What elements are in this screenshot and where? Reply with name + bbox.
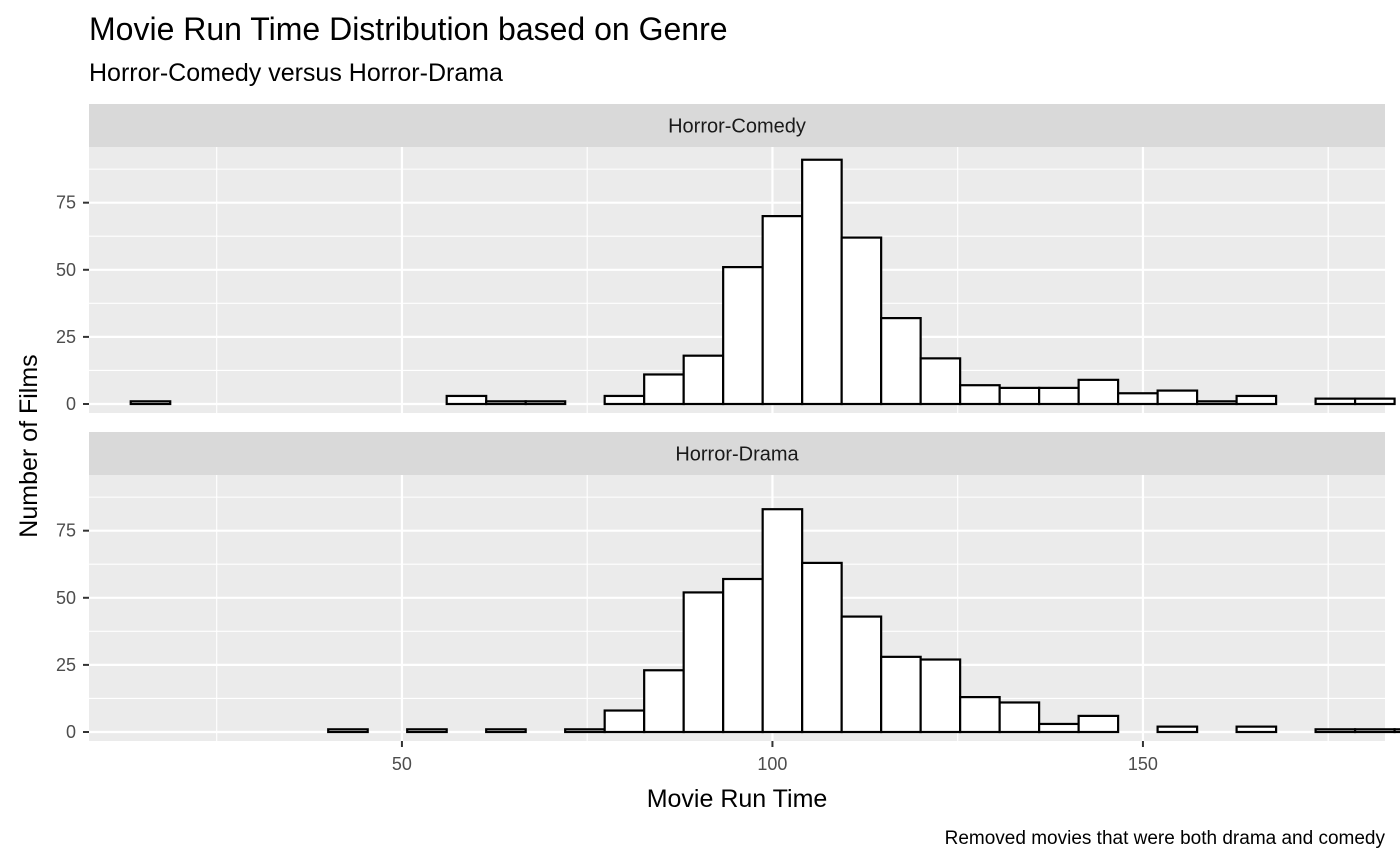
histogram-bar: [840, 236, 883, 406]
facet-horror-comedy: Horror-Comedy 0 25 50 75: [56, 104, 1396, 414]
facet-horror-drama: Horror-Drama 0 25 50 75: [56, 432, 1400, 742]
histogram-bar: [485, 400, 527, 406]
y-axis-title: Number of Films: [15, 354, 43, 537]
histogram-bar: [761, 508, 804, 734]
histogram-bar: [919, 357, 962, 406]
facet-strip-label: Horror-Comedy: [668, 116, 806, 138]
histogram-bar: [1314, 728, 1357, 734]
histogram-bar: [682, 591, 725, 734]
histogram-bar: [1077, 714, 1120, 734]
histogram-bar: [840, 615, 883, 734]
x-axis-title: Movie Run Time: [647, 785, 828, 813]
histogram-bar: [1117, 392, 1159, 406]
histogram-bar: [1235, 394, 1278, 406]
histogram-bar: [722, 577, 764, 734]
histogram-bar: [603, 709, 646, 734]
histogram-bar: [959, 384, 1001, 406]
histogram-bar: [445, 394, 488, 406]
facet-strip-label: Horror-Drama: [675, 444, 799, 466]
y-tick-label: 75: [56, 193, 76, 213]
histogram-bar: [959, 696, 1001, 734]
histogram-bar: [682, 354, 725, 406]
histogram-bar: [524, 400, 567, 406]
histogram-bar: [1235, 725, 1278, 734]
histogram-bar: [880, 655, 922, 734]
histogram-bar: [406, 728, 448, 734]
facet-strip: [89, 104, 1385, 147]
histogram-bar: [1038, 386, 1080, 406]
histogram-bar: [643, 373, 685, 406]
y-tick-label: 75: [56, 521, 76, 541]
x-tick-label: 150: [1128, 754, 1158, 774]
histogram-bar: [1038, 722, 1080, 734]
x-tick-label: 50: [392, 754, 412, 774]
y-tick-label: 25: [56, 327, 76, 347]
histogram-bar: [1314, 397, 1357, 406]
histogram-bar: [1393, 728, 1400, 734]
histogram-bar: [1196, 400, 1238, 406]
y-tick-label: 0: [66, 394, 76, 414]
histogram-bar: [761, 215, 804, 406]
histogram-bar: [880, 317, 922, 406]
facet-strip: [89, 432, 1385, 475]
chart-subtitle: Horror-Comedy versus Horror-Drama: [89, 59, 503, 87]
histogram-bar: [603, 394, 646, 406]
facet-panels: Horror-Comedy 0 25 50 75 Horror-Drama 0 25 50 75: [56, 104, 1400, 742]
x-tick-label: 100: [757, 754, 787, 774]
y-tick-label: 0: [66, 722, 76, 742]
y-tick-label: 50: [56, 588, 76, 608]
y-tick-label: 50: [56, 260, 76, 280]
histogram-bar: [722, 266, 764, 406]
histogram-bar: [1156, 389, 1199, 406]
histogram-bar: [801, 561, 843, 734]
histogram-bar: [1077, 378, 1120, 406]
histogram-bar: [1353, 397, 1396, 406]
histogram-bar: [1353, 728, 1396, 734]
histogram-bar: [327, 728, 369, 734]
histogram-bar: [919, 658, 962, 734]
histogram-bar: [485, 728, 527, 734]
histogram-bar: [564, 728, 606, 734]
chart-caption: Removed movies that were both drama and …: [945, 828, 1386, 849]
chart-title: Movie Run Time Distribution based on Gen…: [89, 11, 728, 47]
histogram-bar: [129, 400, 172, 406]
y-tick-label: 25: [56, 655, 76, 675]
histogram-bar: [643, 669, 685, 734]
histogram-bar: [801, 158, 843, 406]
histogram-bar: [998, 386, 1041, 406]
x-axis: 50 100 150: [392, 741, 1158, 774]
histogram-bar: [1156, 725, 1199, 734]
histogram-bar: [998, 701, 1041, 734]
